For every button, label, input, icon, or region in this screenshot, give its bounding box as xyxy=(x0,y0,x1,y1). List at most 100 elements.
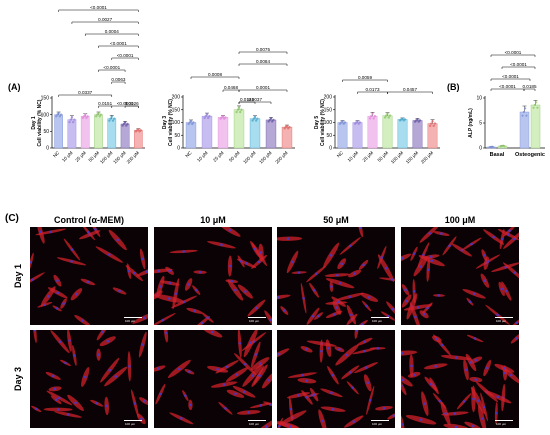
cell-stain-pattern xyxy=(31,330,148,425)
y-tick-label: 150 xyxy=(41,96,50,102)
nucleus xyxy=(157,269,160,273)
p-value-label: 0.0173 xyxy=(365,87,379,92)
y-axis-label: Cell viability (% NC) xyxy=(37,99,43,146)
significance-bracket xyxy=(387,91,433,94)
nucleus xyxy=(469,361,473,364)
nucleus xyxy=(297,393,300,397)
nucleus xyxy=(321,419,324,423)
data-point xyxy=(388,114,392,117)
nucleus xyxy=(105,404,109,408)
nucleus xyxy=(108,368,112,372)
nucleus xyxy=(64,361,67,365)
data-point xyxy=(207,116,210,120)
viability-panel-3: 0 50 100 150 200 Day 5 Cell viability (% NC) NC… xyxy=(314,75,440,165)
nucleus xyxy=(305,347,308,351)
x-tick-label: NC xyxy=(184,150,193,159)
micrograph-image: 100 μm xyxy=(154,227,272,325)
nucleus xyxy=(350,313,353,317)
nucleus xyxy=(363,349,366,353)
x-tick-label: 200 μM xyxy=(420,150,435,165)
nucleus xyxy=(471,424,475,428)
nucleus xyxy=(31,278,34,281)
nucleus xyxy=(234,288,237,292)
nucleus xyxy=(140,417,143,421)
nucleus xyxy=(288,425,292,428)
nucleus xyxy=(311,314,315,318)
nucleus xyxy=(353,272,356,275)
data-point xyxy=(418,119,422,122)
data-point xyxy=(503,145,506,148)
data-point xyxy=(358,121,362,124)
nucleus xyxy=(142,316,146,320)
nucleus xyxy=(483,253,486,257)
y-axis-label: Cell viability (% NC) xyxy=(320,99,326,146)
scale-bar-label: 100 μm xyxy=(249,422,260,426)
nucleus xyxy=(56,408,60,411)
nucleus xyxy=(73,354,76,357)
x-tick-label: 150 μM xyxy=(258,150,273,165)
panel-label-c: (C) xyxy=(5,213,19,224)
y-axis-label: Day 3 xyxy=(162,116,168,130)
nucleus xyxy=(444,412,447,415)
p-value-label: 0.0468 xyxy=(224,85,238,90)
nucleus xyxy=(503,367,506,370)
nucleus xyxy=(259,251,263,254)
scale-bar-label: 100 μm xyxy=(496,422,507,426)
nucleus xyxy=(390,278,394,281)
bar xyxy=(217,117,229,149)
nucleus xyxy=(53,387,57,391)
data-point xyxy=(433,122,437,125)
nucleus xyxy=(182,250,186,253)
data-point xyxy=(428,124,432,128)
nucleus xyxy=(368,399,372,402)
bar xyxy=(412,120,423,149)
x-tick-label: 25 μM xyxy=(74,150,87,163)
nucleus xyxy=(258,362,262,365)
nucleus xyxy=(194,288,198,292)
scale-bar xyxy=(124,420,142,421)
nucleus xyxy=(228,228,232,232)
nucleus xyxy=(101,330,104,334)
cell-stain-pattern xyxy=(401,333,519,428)
nucleus xyxy=(405,299,408,303)
p-value-label: <0.0001 xyxy=(510,62,527,67)
nucleus xyxy=(472,292,476,296)
data-point xyxy=(256,117,259,120)
viability-panel-1: 0 50 100 150 Day 1 Cell viability (% NC) NC 10 … xyxy=(31,5,145,165)
x-tick-label: 25 μM xyxy=(212,150,225,163)
data-point xyxy=(533,103,536,107)
nucleus xyxy=(56,291,60,295)
nucleus xyxy=(200,321,204,325)
nucleus xyxy=(474,378,478,381)
nucleus xyxy=(127,269,131,273)
nucleus xyxy=(430,259,434,262)
nucleus xyxy=(496,313,499,317)
micrograph-image: 100 μm xyxy=(401,330,519,428)
nucleus xyxy=(297,271,301,274)
cell-stain-pattern xyxy=(277,227,395,325)
actin-filament xyxy=(74,315,91,325)
nucleus xyxy=(331,373,335,377)
nucleus xyxy=(473,337,477,340)
y-tick-label: 100 xyxy=(41,112,50,118)
nucleus xyxy=(515,337,518,340)
p-value-label: <0.0001 xyxy=(499,84,516,89)
nucleus xyxy=(253,247,257,251)
data-point xyxy=(522,110,525,114)
x-tick-label: 10 μM xyxy=(61,150,74,163)
bar xyxy=(67,119,77,149)
nucleus xyxy=(220,243,223,247)
data-point xyxy=(84,113,87,116)
nucleus xyxy=(340,262,343,266)
scale-bar xyxy=(495,317,513,318)
bar xyxy=(185,122,197,149)
p-value-label: 0.0075 xyxy=(256,47,270,52)
nucleus xyxy=(386,314,390,318)
data-point xyxy=(372,117,375,120)
data-point xyxy=(239,110,242,114)
nucleus xyxy=(168,297,171,300)
data-point xyxy=(59,113,63,116)
nucleus xyxy=(412,373,416,377)
data-point xyxy=(240,108,243,111)
nucleus xyxy=(435,337,439,341)
